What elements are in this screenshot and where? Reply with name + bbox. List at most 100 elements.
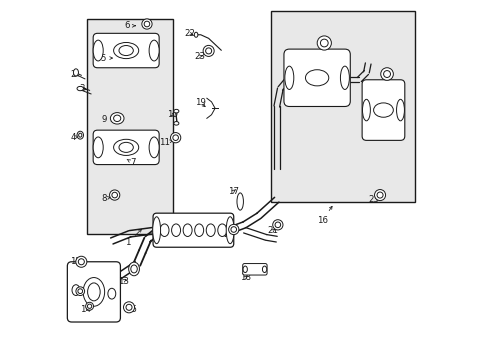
- Ellipse shape: [380, 68, 392, 80]
- Ellipse shape: [77, 131, 83, 139]
- Text: 2: 2: [70, 70, 79, 79]
- Ellipse shape: [243, 266, 247, 273]
- Text: 22: 22: [184, 29, 195, 38]
- Ellipse shape: [237, 193, 243, 210]
- Ellipse shape: [72, 285, 80, 296]
- Ellipse shape: [76, 287, 84, 296]
- Ellipse shape: [320, 39, 327, 47]
- Ellipse shape: [149, 40, 159, 61]
- Text: 4: 4: [70, 133, 79, 142]
- Ellipse shape: [87, 283, 100, 301]
- FancyBboxPatch shape: [86, 19, 172, 234]
- Ellipse shape: [113, 139, 139, 156]
- Ellipse shape: [128, 262, 139, 276]
- Text: 21: 21: [266, 226, 277, 235]
- Ellipse shape: [79, 133, 81, 137]
- Ellipse shape: [78, 259, 84, 265]
- Ellipse shape: [274, 222, 280, 228]
- Text: 12: 12: [71, 288, 82, 297]
- FancyBboxPatch shape: [284, 49, 349, 107]
- Ellipse shape: [171, 224, 180, 237]
- Ellipse shape: [285, 66, 293, 89]
- Ellipse shape: [206, 224, 215, 237]
- Ellipse shape: [376, 192, 382, 198]
- Ellipse shape: [85, 302, 93, 310]
- Ellipse shape: [305, 70, 328, 86]
- FancyBboxPatch shape: [93, 33, 159, 68]
- FancyBboxPatch shape: [93, 130, 159, 165]
- Ellipse shape: [93, 40, 103, 61]
- Text: 20: 20: [223, 230, 233, 239]
- Ellipse shape: [194, 32, 198, 37]
- Ellipse shape: [131, 265, 137, 273]
- Ellipse shape: [226, 217, 234, 244]
- Ellipse shape: [113, 115, 121, 122]
- Ellipse shape: [83, 278, 104, 306]
- Ellipse shape: [194, 224, 203, 237]
- Ellipse shape: [374, 189, 385, 201]
- FancyBboxPatch shape: [362, 80, 404, 140]
- Ellipse shape: [230, 227, 236, 232]
- Ellipse shape: [142, 19, 152, 29]
- Ellipse shape: [362, 99, 369, 121]
- Ellipse shape: [152, 217, 160, 244]
- Ellipse shape: [78, 289, 82, 293]
- Text: 23: 23: [368, 195, 379, 204]
- Ellipse shape: [174, 122, 179, 125]
- Ellipse shape: [317, 36, 331, 50]
- Ellipse shape: [170, 132, 181, 143]
- FancyBboxPatch shape: [153, 213, 233, 247]
- Ellipse shape: [109, 190, 120, 200]
- Ellipse shape: [93, 137, 103, 158]
- Ellipse shape: [203, 45, 214, 57]
- Ellipse shape: [262, 266, 266, 273]
- FancyBboxPatch shape: [271, 12, 414, 202]
- Ellipse shape: [119, 45, 133, 55]
- Text: 3: 3: [80, 84, 86, 93]
- Ellipse shape: [123, 302, 134, 313]
- Ellipse shape: [340, 66, 349, 89]
- Ellipse shape: [160, 224, 169, 237]
- Ellipse shape: [110, 113, 124, 124]
- Ellipse shape: [174, 109, 179, 113]
- FancyBboxPatch shape: [67, 262, 120, 322]
- Text: 19: 19: [195, 98, 206, 107]
- Text: 23: 23: [194, 52, 205, 61]
- Ellipse shape: [73, 69, 78, 76]
- Ellipse shape: [228, 224, 238, 235]
- Ellipse shape: [126, 304, 132, 310]
- Text: 14: 14: [81, 305, 91, 314]
- Text: 1: 1: [125, 229, 141, 247]
- Text: 7: 7: [127, 158, 135, 167]
- Ellipse shape: [205, 48, 211, 54]
- Text: 8: 8: [101, 194, 110, 203]
- Ellipse shape: [272, 220, 283, 230]
- Ellipse shape: [76, 256, 87, 267]
- Ellipse shape: [383, 71, 390, 77]
- Ellipse shape: [217, 224, 226, 237]
- Text: 17: 17: [227, 187, 238, 196]
- Ellipse shape: [108, 288, 116, 299]
- Ellipse shape: [149, 137, 159, 158]
- Ellipse shape: [87, 304, 92, 309]
- Ellipse shape: [113, 42, 139, 59]
- Ellipse shape: [172, 135, 178, 140]
- Text: 16: 16: [317, 206, 331, 225]
- Text: 15: 15: [70, 257, 81, 266]
- Text: 15: 15: [126, 305, 137, 314]
- Ellipse shape: [183, 224, 192, 237]
- Text: 11: 11: [159, 138, 173, 147]
- Text: 10: 10: [166, 110, 177, 119]
- Ellipse shape: [77, 86, 83, 91]
- Text: 5: 5: [100, 54, 112, 63]
- Ellipse shape: [396, 99, 404, 121]
- Ellipse shape: [119, 142, 133, 152]
- Ellipse shape: [373, 103, 392, 117]
- Ellipse shape: [144, 21, 149, 27]
- Text: 6: 6: [124, 21, 135, 30]
- Text: 18: 18: [239, 273, 250, 282]
- Ellipse shape: [112, 192, 117, 198]
- Text: 9: 9: [101, 115, 114, 124]
- FancyBboxPatch shape: [242, 264, 266, 275]
- Text: 13: 13: [118, 276, 128, 285]
